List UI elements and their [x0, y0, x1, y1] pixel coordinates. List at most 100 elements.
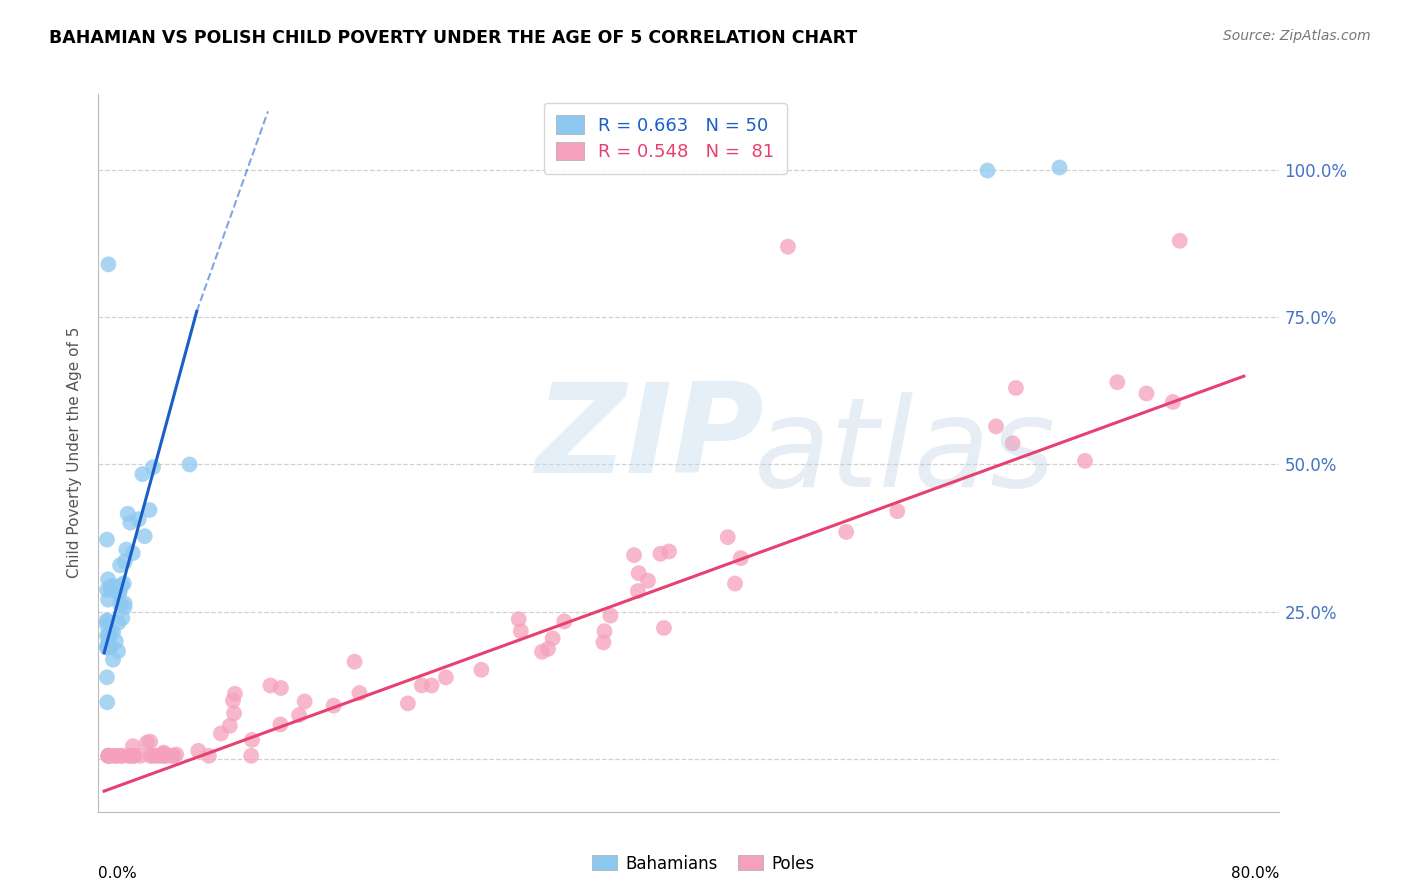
Point: [100, 579, 122, 593]
Point: [592, 635, 614, 649]
Point: [623, 548, 645, 562]
Point: [148, 748, 170, 763]
Point: [96, 533, 118, 547]
Point: [1107, 375, 1129, 389]
Point: [142, 460, 165, 475]
Point: [107, 615, 129, 630]
Point: [105, 748, 128, 763]
Point: [96, 629, 118, 643]
Point: [134, 529, 156, 543]
Point: [886, 504, 908, 518]
Point: [100, 640, 122, 654]
Point: [269, 717, 291, 731]
Point: [420, 678, 443, 692]
Point: [103, 579, 125, 593]
Point: [637, 574, 659, 588]
Point: [96, 670, 118, 684]
Point: [153, 747, 176, 761]
Point: [152, 748, 174, 763]
Point: [117, 507, 139, 521]
Point: [434, 670, 457, 684]
Point: [198, 748, 221, 763]
Text: 0.0%: 0.0%: [98, 865, 138, 880]
Point: [114, 555, 136, 569]
Point: [724, 576, 747, 591]
Point: [411, 678, 433, 692]
Point: [97, 748, 120, 763]
Point: [1168, 234, 1191, 248]
Point: [97, 748, 120, 763]
Point: [96, 582, 118, 597]
Point: [114, 596, 136, 610]
Point: [259, 678, 281, 692]
Point: [776, 240, 799, 254]
Point: [105, 748, 128, 763]
Point: [108, 558, 131, 573]
Point: [96, 640, 118, 654]
Point: [108, 584, 131, 599]
Point: [1074, 454, 1097, 468]
Point: [322, 698, 344, 713]
Point: [156, 748, 179, 763]
Point: [541, 632, 564, 646]
Point: [599, 608, 621, 623]
Point: [553, 615, 575, 629]
Point: [145, 748, 167, 763]
Point: [152, 746, 174, 760]
Point: [101, 748, 124, 763]
Point: [110, 748, 132, 763]
Point: [650, 547, 672, 561]
Point: [101, 582, 124, 596]
Point: [122, 748, 145, 763]
Point: [117, 748, 139, 763]
Point: [100, 582, 122, 596]
Point: [658, 544, 681, 558]
Point: [509, 624, 531, 639]
Point: [97, 628, 120, 642]
Point: [349, 686, 371, 700]
Legend: Bahamians, Poles: Bahamians, Poles: [585, 848, 821, 880]
Point: [976, 163, 998, 178]
Point: [138, 503, 160, 517]
Point: [136, 735, 159, 749]
Point: [142, 748, 165, 763]
Point: [104, 582, 127, 597]
Point: [288, 708, 311, 723]
Point: [240, 748, 263, 763]
Point: [98, 630, 121, 644]
Point: [98, 640, 121, 654]
Point: [209, 726, 232, 740]
Point: [627, 584, 650, 599]
Point: [1135, 386, 1157, 401]
Point: [984, 419, 1007, 434]
Point: [593, 624, 616, 639]
Point: [96, 640, 118, 655]
Point: [121, 546, 143, 560]
Point: [470, 663, 492, 677]
Point: [218, 719, 240, 733]
Point: [508, 612, 530, 626]
Point: [96, 614, 118, 628]
Point: [122, 748, 145, 763]
Text: 80.0%: 80.0%: [1232, 865, 1279, 880]
Point: [111, 611, 134, 625]
Point: [224, 687, 246, 701]
Point: [97, 637, 120, 651]
Y-axis label: Child Poverty Under the Age of 5: Child Poverty Under the Age of 5: [67, 327, 83, 578]
Point: [537, 641, 560, 656]
Point: [96, 614, 118, 628]
Point: [187, 744, 209, 758]
Point: [270, 681, 292, 695]
Point: [114, 600, 136, 615]
Point: [165, 747, 187, 762]
Point: [153, 748, 176, 763]
Point: [652, 621, 675, 635]
Point: [120, 516, 142, 530]
Point: [222, 706, 245, 721]
Point: [111, 578, 134, 592]
Point: [129, 748, 152, 763]
Point: [96, 618, 118, 632]
Point: [835, 524, 858, 539]
Point: [160, 748, 183, 763]
Point: [97, 592, 120, 607]
